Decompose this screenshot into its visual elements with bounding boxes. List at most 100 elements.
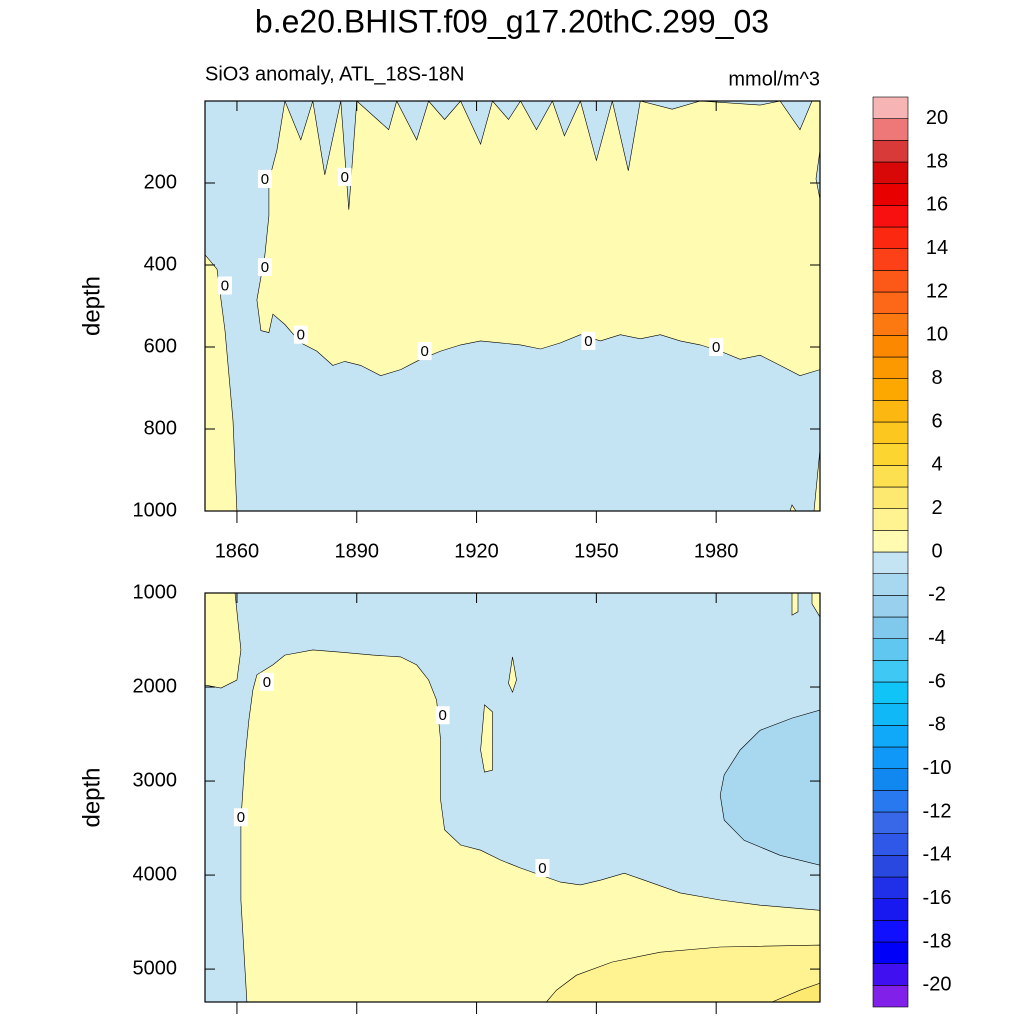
- contour-label: 0: [263, 674, 271, 691]
- contour-label-bg: [709, 338, 724, 356]
- colorbar-box: [872, 96, 909, 119]
- y-tick-label: 1000: [133, 581, 178, 603]
- contour-region: [813, 449, 820, 511]
- plot-frame: [204, 100, 821, 512]
- colorbar-box: [872, 161, 909, 184]
- colorbar-label: -8: [928, 714, 946, 736]
- colorbar-box: [872, 551, 909, 574]
- contour-label-bg: [293, 325, 308, 344]
- y-tick-label: 4000: [133, 863, 178, 885]
- y-tick-label: 1000: [133, 499, 178, 521]
- contour-label-bg: [417, 342, 432, 361]
- y-tick-label: 200: [144, 171, 177, 193]
- colorbar-label: -16: [923, 887, 952, 909]
- plot-area: 0 0 0 0: [205, 593, 820, 1002]
- colorbar-box: [872, 291, 909, 314]
- colorbar-label: -2: [928, 584, 946, 606]
- colorbar-box: [872, 898, 909, 921]
- contour-region: [256, 101, 820, 377]
- colorbar-box: [872, 746, 909, 769]
- contour-label: 0: [341, 169, 349, 186]
- contour-label: 0: [420, 343, 428, 360]
- colorbar-box: [872, 465, 909, 488]
- x-tick-label: 1950: [574, 540, 619, 562]
- colorbar-label: 18: [926, 150, 948, 172]
- contour-label-bg: [257, 258, 272, 277]
- colorbar-label: 2: [931, 497, 942, 519]
- colorbar-label: 0: [931, 540, 942, 562]
- colorbar-box: [872, 313, 909, 336]
- colorbar-box: [872, 378, 909, 401]
- contour-label: 0: [538, 860, 546, 877]
- colorbar-box: [872, 768, 909, 791]
- contour-region: [240, 649, 820, 1002]
- contour-region: [205, 254, 238, 511]
- subtitle: SiO3 anomaly, ATL_18S-18N: [205, 63, 464, 85]
- colorbar-label: 20: [926, 107, 948, 129]
- colorbar-label: 12: [926, 280, 948, 302]
- chart-title: b.e20.BHIST.f09_g17.20thC.299_03: [255, 3, 769, 39]
- y-tick-label: 600: [144, 335, 177, 357]
- colorbar-label: -14: [923, 844, 952, 866]
- units: mmol/m^3: [728, 68, 820, 90]
- colorbar-box: [872, 703, 909, 726]
- colorbar-label: -18: [923, 930, 952, 952]
- colorbar-box: [872, 508, 909, 531]
- contour-label: 0: [221, 277, 229, 294]
- colorbar-box: [872, 335, 909, 358]
- contour-label: 0: [297, 327, 305, 344]
- contour-region: [789, 504, 797, 511]
- contour-label: 0: [261, 259, 269, 276]
- contour-label-bg: [257, 169, 272, 188]
- colorbar-box: [872, 811, 909, 834]
- contour-label: 0: [584, 333, 592, 350]
- colorbar-box: [872, 660, 909, 683]
- colorbar-box: [872, 140, 909, 163]
- colorbar-box: [872, 616, 909, 639]
- y-tick-label: 5000: [133, 957, 178, 979]
- colorbar-box: [872, 920, 909, 943]
- colorbar-label: 6: [931, 410, 942, 432]
- colorbar-box: [872, 595, 909, 618]
- colorbar-box: [872, 681, 909, 704]
- x-tick-label: 1920: [454, 540, 499, 562]
- contour-label-bg: [217, 276, 232, 295]
- contour-region: [546, 944, 820, 1002]
- colorbar-box: [872, 226, 909, 249]
- contour-label: 0: [261, 171, 269, 188]
- plot-area: 0 0 0 0 0 0 0 0: [205, 101, 820, 511]
- colorbar-box: [872, 443, 909, 466]
- y-tick-label: 2000: [133, 675, 178, 697]
- contour-label-bg: [337, 167, 352, 186]
- colorbar-label: 10: [926, 324, 948, 346]
- y-axis-label: depth: [78, 767, 105, 827]
- contour-region: [480, 704, 493, 773]
- contour-region: [205, 593, 242, 689]
- contour-label: 0: [712, 339, 720, 356]
- contour-region: [719, 709, 820, 866]
- colorbar-box: [872, 985, 909, 1008]
- contour-region: [811, 593, 820, 618]
- colorbar-box: [872, 855, 909, 878]
- colorbar-box: [872, 573, 909, 596]
- colorbar-box: [872, 400, 909, 423]
- colorbar-box: [872, 118, 909, 141]
- colorbar-box: [872, 941, 909, 964]
- contour-label: 0: [237, 809, 245, 826]
- colorbar-label: 8: [931, 367, 942, 389]
- colorbar-box: [872, 876, 909, 899]
- colorbar-box: [872, 638, 909, 661]
- y-tick-label: 400: [144, 253, 177, 275]
- colorbar-box: [872, 725, 909, 748]
- colorbar-box: [872, 530, 909, 553]
- x-tick-label: 1890: [335, 540, 380, 562]
- colorbar-label: -6: [928, 670, 946, 692]
- y-tick-label: 3000: [133, 769, 178, 791]
- colorbar-label: 16: [926, 194, 948, 216]
- colorbar-label: 14: [926, 237, 948, 259]
- x-tick-label: 1860: [215, 540, 260, 562]
- colorbar-box: [872, 833, 909, 856]
- colorbar-label: -20: [923, 974, 952, 996]
- contour-region: [508, 656, 517, 694]
